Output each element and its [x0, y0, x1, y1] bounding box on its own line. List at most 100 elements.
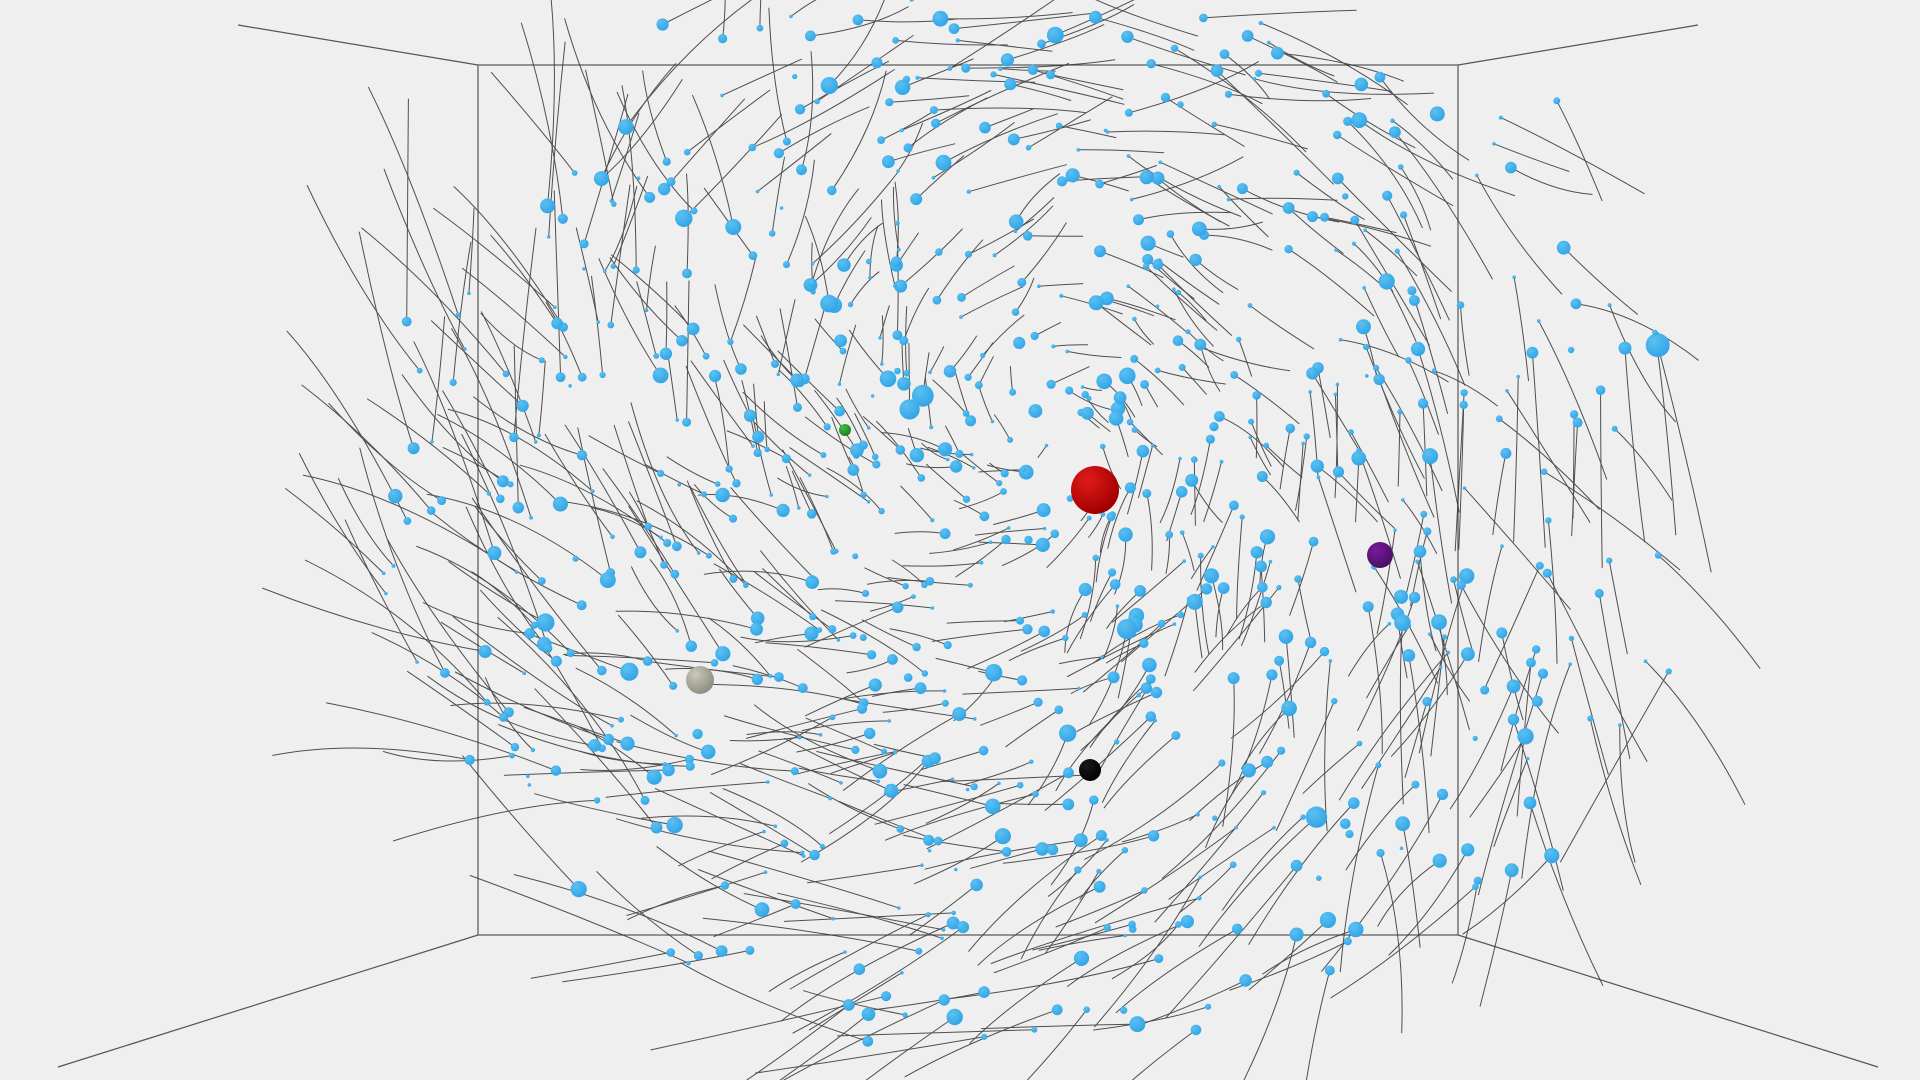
particle-dot: [752, 674, 763, 685]
particle-dot: [828, 796, 832, 800]
particle-dot: [1461, 647, 1475, 661]
particle-dot: [1286, 424, 1296, 434]
purple-body: [1367, 542, 1393, 568]
particle-dot: [935, 248, 943, 256]
particle-dot: [556, 372, 566, 382]
particle-dot: [1105, 838, 1109, 842]
particle-dot: [1255, 70, 1262, 77]
particle-dot: [1148, 830, 1159, 841]
particle-dot: [934, 837, 943, 846]
particle-dot: [1400, 211, 1407, 218]
particle-dot: [1201, 583, 1212, 594]
particle-dot: [1045, 444, 1049, 448]
particle-dot: [1117, 619, 1137, 639]
particle-dot: [1363, 228, 1367, 232]
particle-dot: [720, 94, 724, 98]
particle-dot: [1114, 739, 1119, 744]
particle-dot: [1114, 391, 1127, 404]
particle-dot: [417, 368, 423, 374]
particle-dot: [1095, 180, 1104, 189]
particle-dot: [1214, 411, 1225, 422]
particle-dot: [1037, 39, 1046, 48]
particle-dot: [672, 541, 682, 551]
particle-dot: [467, 291, 471, 295]
particle-dot: [1036, 538, 1050, 552]
particle-dot: [1308, 390, 1312, 394]
particle-dot: [929, 752, 941, 764]
particle-dot: [1587, 716, 1593, 722]
particle-dot: [1350, 216, 1359, 225]
particle-dot: [1089, 795, 1098, 804]
particle-dot: [1420, 511, 1427, 518]
particle-dot: [1206, 435, 1215, 444]
particle-dot: [878, 508, 884, 514]
particle-dot: [951, 777, 955, 781]
particle-dot: [774, 672, 784, 682]
particle-dot: [998, 66, 1003, 71]
particle-dot: [902, 1012, 907, 1017]
particle-dot: [528, 783, 532, 787]
particle-dot: [834, 334, 847, 347]
particle-dot: [1192, 222, 1207, 237]
particle-dot: [567, 649, 575, 657]
particle-dot: [1125, 109, 1133, 117]
particle-dot: [1248, 303, 1253, 308]
particle-dot: [1096, 374, 1112, 390]
particle-dot: [1029, 404, 1043, 418]
particle-dot: [1267, 41, 1271, 45]
particle-dot: [1290, 928, 1304, 942]
particle-dot: [1094, 245, 1106, 257]
particle-dot: [1191, 456, 1198, 463]
particle-dot: [993, 253, 997, 257]
particle-dot: [922, 670, 928, 676]
particle-dot: [860, 492, 866, 498]
particle-dot: [910, 448, 924, 462]
particle-dot: [1039, 626, 1051, 638]
particle-dot: [1029, 760, 1033, 764]
particle-dot: [1608, 303, 1612, 307]
particle-dot: [1043, 527, 1047, 531]
particle-dot: [1505, 863, 1519, 877]
particle-dot: [1175, 921, 1182, 928]
particle-dot: [1218, 759, 1225, 766]
particle-dot: [1016, 617, 1024, 625]
particle-dot: [790, 374, 804, 388]
particle-dot: [774, 148, 784, 158]
particle-dot: [1009, 389, 1016, 396]
particle-dot: [915, 948, 922, 955]
particle-dot: [1259, 21, 1263, 25]
particle-dot: [1473, 736, 1478, 741]
particle-dot: [782, 454, 791, 463]
particle-dot: [828, 625, 836, 633]
particle-dot: [1065, 350, 1069, 354]
particle-dot: [1422, 697, 1431, 706]
particle-dot: [1107, 512, 1116, 521]
particle-dot: [543, 644, 552, 653]
particle-dot: [834, 406, 845, 417]
particle-dot: [701, 491, 707, 497]
particle-dot: [940, 937, 944, 941]
particle-dot: [1146, 711, 1157, 722]
particle-dot: [1538, 669, 1548, 679]
particle-dot: [777, 373, 781, 377]
particle-dot: [1269, 560, 1273, 564]
particle-dot: [1051, 344, 1055, 348]
particle-dot: [1357, 741, 1363, 747]
particle-dot: [1132, 317, 1137, 322]
particle-dot: [1395, 816, 1410, 831]
particle-dot: [1024, 536, 1032, 544]
particle-dot: [1397, 409, 1402, 414]
particle-dot: [1140, 170, 1154, 184]
particle-dot: [1146, 674, 1156, 684]
particle-dot: [1151, 687, 1162, 698]
particle-dot: [1130, 198, 1134, 202]
particle-dot: [496, 495, 505, 504]
particle-dot: [749, 251, 758, 260]
particle-dot: [814, 99, 820, 105]
particle-dot: [694, 951, 703, 960]
particle-dot: [1442, 634, 1447, 639]
particle-dot: [1046, 70, 1055, 79]
particle-dot: [891, 256, 902, 267]
particle-dot: [1472, 883, 1479, 890]
particle-dot: [896, 825, 904, 833]
